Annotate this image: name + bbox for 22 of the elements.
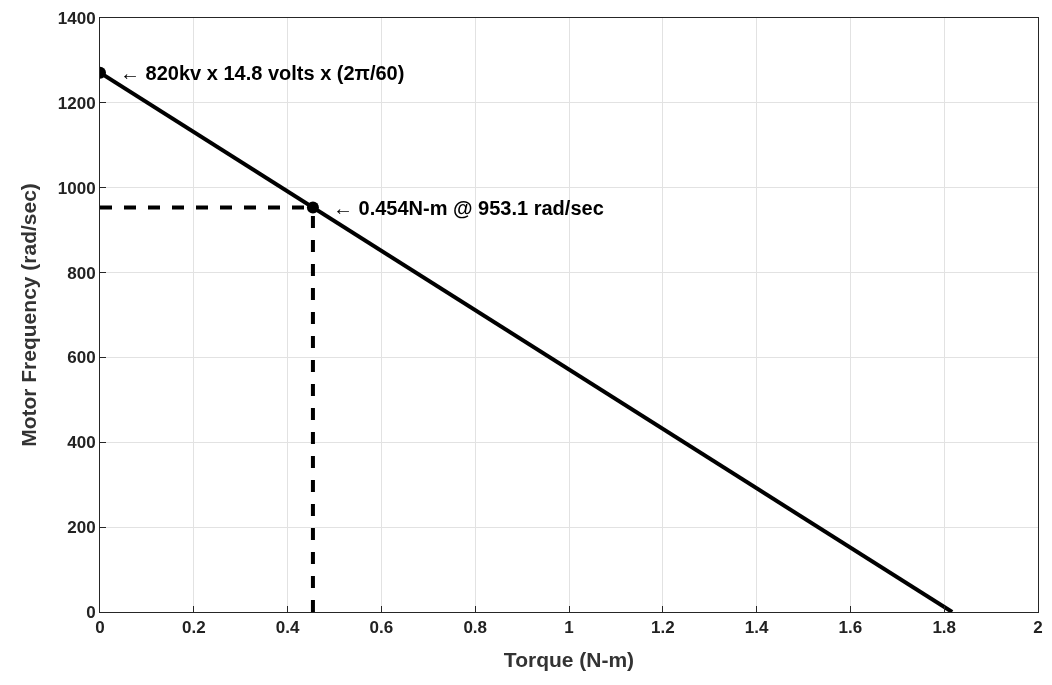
y-axis-title: Motor Frequency (rad/sec) (16, 183, 40, 447)
y-tick-label: 1400 (57, 8, 96, 28)
x-tick-label: 0.8 (463, 618, 488, 638)
x-tick-label: 1.4 (744, 618, 769, 638)
y-tick-label: 200 (67, 518, 96, 538)
annotation: ← 820kv x 14.8 volts x (2π/60) (120, 62, 405, 84)
y-tick-label: 800 (67, 263, 96, 283)
x-axis-title: Torque (N-m) (503, 647, 635, 671)
x-tick-label: 0.4 (275, 618, 300, 638)
x-tick-label: 1 (564, 618, 574, 638)
x-tick-label: 1.8 (932, 618, 957, 638)
y-tick-label: 400 (67, 433, 96, 453)
x-tick-label: 2 (1033, 618, 1043, 638)
y-tick-label: 1000 (57, 178, 96, 198)
x-tick-label: 1.2 (650, 618, 675, 638)
x-tick-label: 1.6 (838, 618, 863, 638)
x-tick-label: 0.2 (181, 618, 206, 638)
x-tick-label: 0.6 (369, 618, 394, 638)
y-tick-label: 0 (86, 602, 96, 622)
annotation: ← 0.454N-m @ 953.1 rad/sec (333, 197, 604, 219)
y-tick-label: 600 (67, 348, 96, 368)
y-tick-label: 1200 (57, 93, 96, 113)
